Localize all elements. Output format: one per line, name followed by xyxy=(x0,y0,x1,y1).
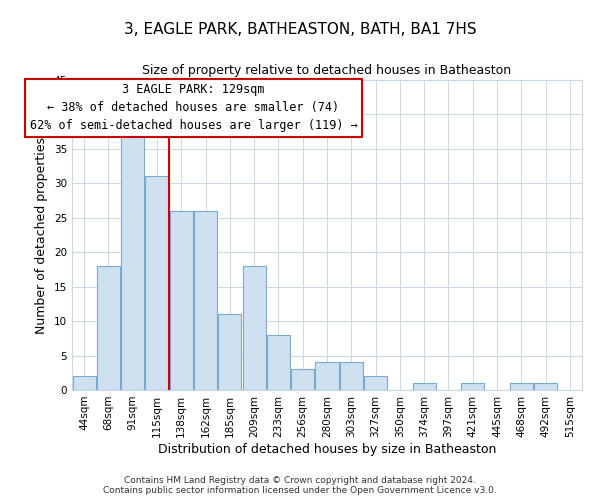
Bar xyxy=(510,383,533,390)
Bar xyxy=(145,176,169,390)
Bar xyxy=(242,266,266,390)
Y-axis label: Number of detached properties: Number of detached properties xyxy=(35,136,49,334)
Bar xyxy=(340,362,363,390)
Bar xyxy=(413,383,436,390)
Bar xyxy=(534,383,557,390)
Bar xyxy=(316,362,338,390)
Bar xyxy=(97,266,120,390)
Bar xyxy=(194,211,217,390)
Text: 3 EAGLE PARK: 129sqm
← 38% of detached houses are smaller (74)
62% of semi-detac: 3 EAGLE PARK: 129sqm ← 38% of detached h… xyxy=(29,84,358,132)
Bar xyxy=(291,370,314,390)
Title: Size of property relative to detached houses in Batheaston: Size of property relative to detached ho… xyxy=(142,64,512,78)
Bar xyxy=(267,335,290,390)
Bar xyxy=(73,376,95,390)
Bar xyxy=(364,376,387,390)
Text: Contains HM Land Registry data © Crown copyright and database right 2024.
Contai: Contains HM Land Registry data © Crown c… xyxy=(103,476,497,495)
Bar xyxy=(461,383,484,390)
Bar xyxy=(218,314,241,390)
X-axis label: Distribution of detached houses by size in Batheaston: Distribution of detached houses by size … xyxy=(158,442,496,456)
Bar xyxy=(170,211,193,390)
Text: 3, EAGLE PARK, BATHEASTON, BATH, BA1 7HS: 3, EAGLE PARK, BATHEASTON, BATH, BA1 7HS xyxy=(124,22,476,38)
Bar xyxy=(121,135,144,390)
